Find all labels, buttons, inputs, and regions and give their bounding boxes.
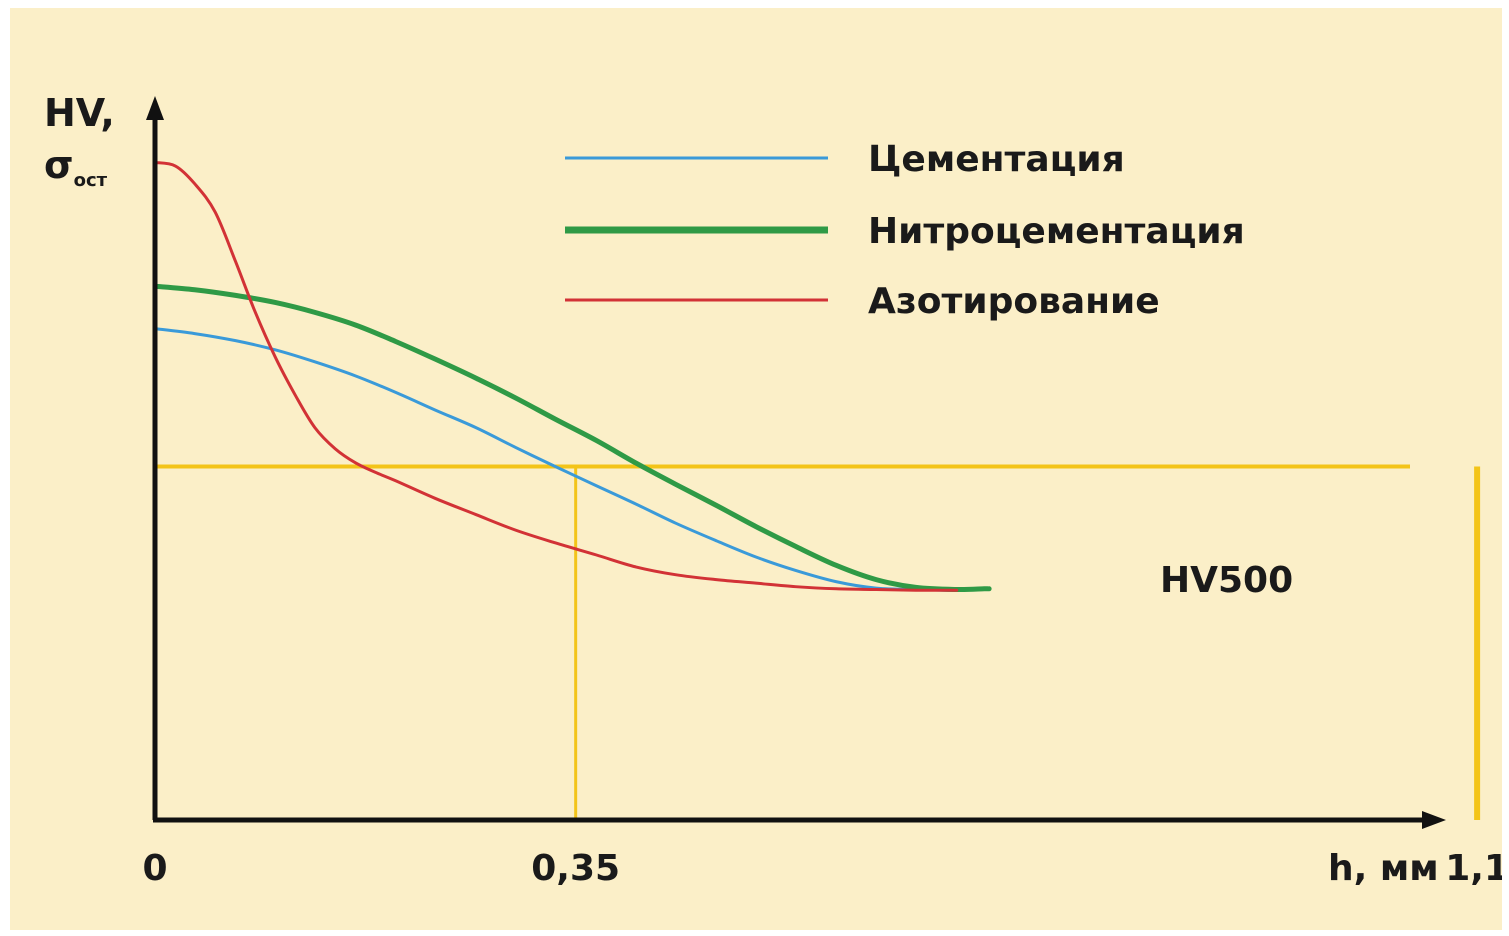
labels: HV, σост h, мм HV500 xyxy=(44,91,1439,889)
y-axis-label-subscript: ост xyxy=(74,170,108,191)
guide-lines xyxy=(155,464,1481,820)
legend-label-1: Цементация xyxy=(868,139,1125,180)
x-tick-label: 1,1 xyxy=(1445,848,1502,889)
series-line-3 xyxy=(153,160,959,592)
x-tick-label: 0,35 xyxy=(531,848,620,889)
x-axis-label: h, мм xyxy=(1328,848,1439,889)
legend-label-3: Азотирование xyxy=(868,281,1160,322)
axes xyxy=(146,96,1446,829)
y-axis-label-line1: HV, xyxy=(44,91,115,135)
y-axis-label-line2: σост xyxy=(44,143,108,191)
legend: Цементация Нитроцементация Азотирование xyxy=(565,139,1245,322)
x-tick-labels: 00,351,11,2 xyxy=(142,848,1502,889)
x-tick-label: 0 xyxy=(142,848,167,889)
curves xyxy=(152,160,992,593)
x-axis-arrow xyxy=(1422,811,1446,829)
hardness-chart: Цементация Нитроцементация Азотирование HV… xyxy=(44,91,1502,889)
threshold-label: HV500 xyxy=(1160,560,1293,601)
series-line-2 xyxy=(152,283,992,593)
y-axis-arrow xyxy=(146,96,164,120)
y-axis-label-symbol: σ xyxy=(44,143,74,187)
chart-panel: Цементация Нитроцементация Азотирование HV… xyxy=(10,8,1502,930)
legend-label-2: Нитроцементация xyxy=(868,211,1245,252)
